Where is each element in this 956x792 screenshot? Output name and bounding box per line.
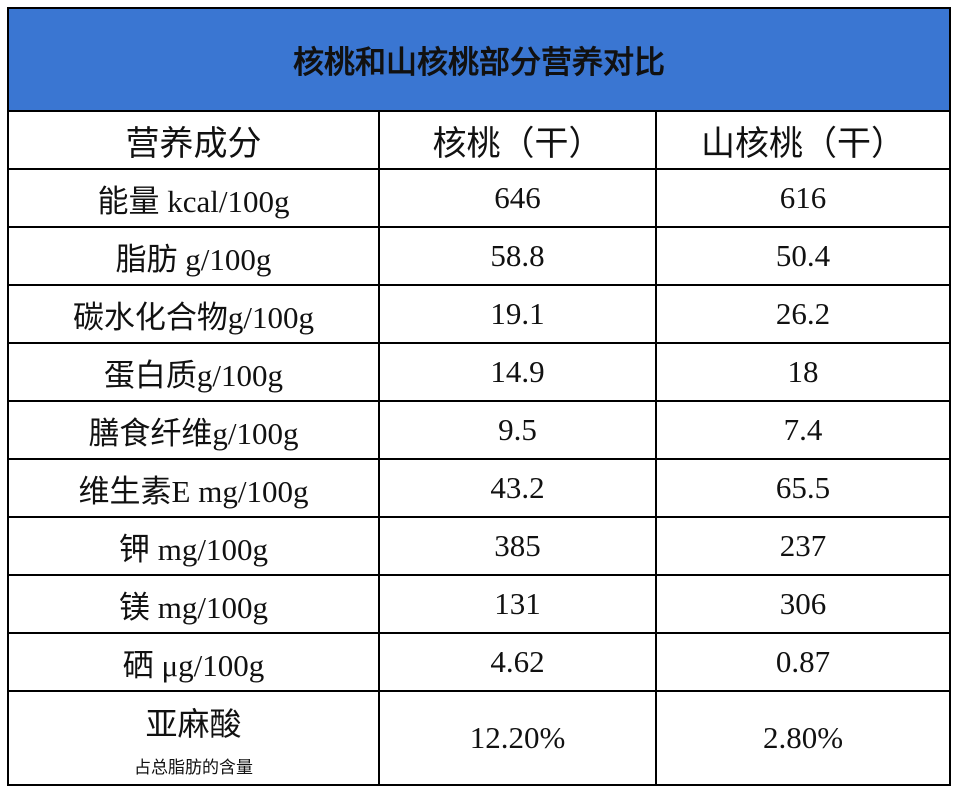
column-header: 核桃（干） (378, 110, 657, 170)
table-row: 镁 mg/100g 131 306 (7, 574, 952, 634)
table-cell: 18 (654, 342, 952, 402)
table-cell: 131 (378, 574, 657, 634)
table-cell: 硒 μg/100g (7, 632, 380, 692)
table-cell: 4.62 (378, 632, 657, 692)
table-row: 钾 mg/100g 385 237 (7, 516, 952, 576)
table-cell: 50.4 (654, 226, 952, 286)
table-row: 硒 μg/100g 4.62 0.87 (7, 632, 952, 692)
table-cell: 9.5 (378, 400, 657, 460)
nutrition-table: 核桃和山核桃部分营养对比 营养成分 核桃（干） 山核桃（干） 能量 kcal/100g… (6, 7, 952, 786)
table-row: 能量 kcal/100g 646 616 (7, 168, 952, 228)
table-row: 亚麻酸 占总脂肪的含量 12.20% 2.80% (7, 690, 952, 786)
table-cell: 钾 mg/100g (7, 516, 380, 576)
table-cell: 亚麻酸占总脂肪的含量 (7, 690, 380, 786)
cell-label: 亚麻酸 (145, 705, 242, 742)
table-cell: 0.87 (654, 632, 952, 692)
table-cell: 616 (654, 168, 952, 228)
table-cell: 14.9 (378, 342, 657, 402)
table-cell: 蛋白质g/100g (7, 342, 380, 402)
table-cell: 43.2 (378, 458, 657, 518)
table-row: 蛋白质g/100g 14.9 18 (7, 342, 952, 402)
table-cell: 能量 kcal/100g (7, 168, 380, 228)
table-cell: 镁 mg/100g (7, 574, 380, 634)
table-cell: 385 (378, 516, 657, 576)
table-cell: 12.20% (378, 690, 657, 786)
table-cell: 237 (654, 516, 952, 576)
column-header: 营养成分 (7, 110, 380, 170)
table-row: 碳水化合物g/100g 19.1 26.2 (7, 284, 952, 344)
table-cell: 26.2 (654, 284, 952, 344)
table-cell: 碳水化合物g/100g (7, 284, 380, 344)
table-cell: 19.1 (378, 284, 657, 344)
table-cell: 2.80% (654, 690, 952, 786)
table-cell: 65.5 (654, 458, 952, 518)
table-cell: 646 (378, 168, 657, 228)
table-cell: 脂肪 g/100g (7, 226, 380, 286)
table-cell: 维生素E mg/100g (7, 458, 380, 518)
table-cell: 58.8 (378, 226, 657, 286)
table-row: 维生素E mg/100g 43.2 65.5 (7, 458, 952, 518)
table-title: 核桃和山核桃部分营养对比 (6, 7, 952, 112)
table-cell: 7.4 (654, 400, 952, 460)
header-row: 营养成分 核桃（干） 山核桃（干） (7, 110, 952, 170)
table-row: 膳食纤维g/100g 9.5 7.4 (7, 400, 952, 460)
table-cell: 膳食纤维g/100g (7, 400, 380, 460)
cell-note: 占总脂肪的含量 (134, 757, 253, 778)
column-header: 山核桃（干） (654, 110, 952, 170)
table-row: 脂肪 g/100g 58.8 50.4 (7, 226, 952, 286)
table-container: 核桃和山核桃部分营养对比 营养成分 核桃（干） 山核桃（干） 能量 kcal/100g… (6, 7, 952, 786)
table-cell: 306 (654, 574, 952, 634)
